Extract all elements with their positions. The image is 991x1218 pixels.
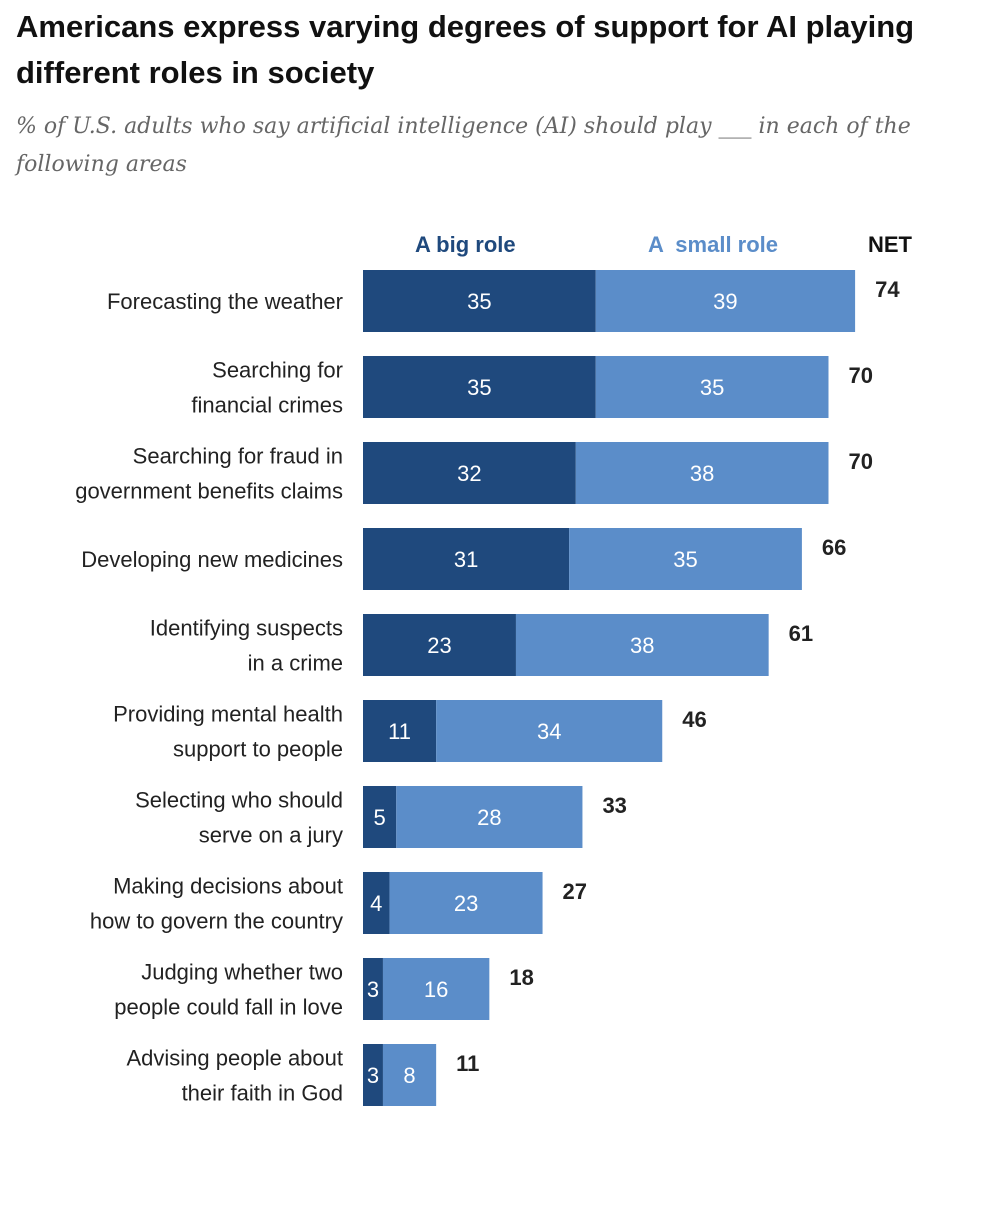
category-label: Developing new medicines: [81, 547, 343, 572]
value-label-big-role: 11: [388, 719, 411, 744]
bar-small-role: [389, 872, 543, 934]
bar-big-role: [363, 872, 390, 934]
bar-small-role: [595, 270, 856, 332]
net-value-label: 33: [602, 793, 626, 818]
bar-small-role: [569, 528, 802, 590]
net-value-label: 61: [789, 621, 813, 646]
category-label: Identifying suspects: [150, 616, 343, 641]
category-label: how to govern the country: [90, 909, 343, 934]
category-label: people could fall in love: [114, 995, 343, 1020]
legend-net: NET: [868, 232, 912, 257]
value-label-small-role: 28: [477, 805, 501, 830]
net-value-label: 66: [822, 535, 846, 560]
bar-big-role: [363, 700, 437, 762]
bar-big-role: [363, 270, 596, 332]
bar-small-role: [515, 614, 769, 676]
value-label-big-role: 23: [427, 633, 451, 658]
bar-big-role: [363, 1044, 383, 1106]
legend-big-role: A big role: [415, 232, 516, 257]
category-label: serve on a jury: [199, 823, 343, 848]
bar-small-role: [575, 442, 829, 504]
net-value-label: 11: [456, 1051, 479, 1076]
category-label: Searching for: [212, 358, 343, 383]
net-value-label: 74: [875, 277, 900, 302]
value-label-small-role: 35: [700, 375, 724, 400]
bar-small-role: [436, 700, 663, 762]
value-label-small-role: 34: [537, 719, 561, 744]
net-value-label: 70: [849, 363, 873, 388]
value-label-small-role: 16: [424, 977, 448, 1002]
net-value-label: 27: [563, 879, 587, 904]
category-label: in a crime: [248, 651, 343, 676]
category-label: Advising people about: [127, 1046, 344, 1071]
bar-small-role: [382, 1044, 437, 1106]
category-label: financial crimes: [191, 393, 343, 418]
category-label: Judging whether two: [141, 960, 343, 985]
category-label: support to people: [173, 737, 343, 762]
value-label-big-role: 35: [467, 375, 491, 400]
bar-small-role: [396, 786, 583, 848]
value-label-big-role: 5: [374, 805, 386, 830]
legend-small-role: A small role: [648, 232, 779, 257]
category-label: Providing mental health: [113, 702, 343, 727]
category-label: Searching for fraud in: [133, 444, 343, 469]
chart-subtitle: % of U.S. adults who say artificial inte…: [16, 114, 911, 177]
category-label: Selecting who should: [135, 788, 343, 813]
category-label: their faith in God: [182, 1081, 343, 1106]
value-label-small-role: 38: [630, 633, 654, 658]
category-label: Forecasting the weather: [107, 289, 343, 314]
value-label-big-role: 4: [370, 891, 382, 916]
net-value-label: 46: [682, 707, 706, 732]
bar-big-role: [363, 614, 516, 676]
category-label: Making decisions about: [113, 874, 343, 899]
bar-big-role: [363, 958, 383, 1020]
value-label-small-role: 35: [673, 547, 697, 572]
value-label-big-role: 3: [367, 1063, 379, 1088]
value-label-big-role: 3: [367, 977, 379, 1002]
net-value-label: 18: [509, 965, 533, 990]
chart-title: Americans express varying degrees of sup…: [16, 9, 915, 90]
category-label: government benefits claims: [75, 479, 343, 504]
bar-small-role: [595, 356, 829, 418]
bar-big-role: [363, 442, 576, 504]
bar-small-role: [382, 958, 490, 1020]
value-label-big-role: 31: [454, 547, 478, 572]
value-label-small-role: 23: [454, 891, 478, 916]
bar-big-role: [363, 786, 397, 848]
value-label-small-role: 39: [713, 289, 737, 314]
bar-big-role: [363, 356, 596, 418]
bar-big-role: [363, 528, 570, 590]
value-label-small-role: 8: [403, 1063, 415, 1088]
value-label-small-role: 38: [690, 461, 714, 486]
value-label-big-role: 32: [457, 461, 481, 486]
net-value-label: 70: [849, 449, 873, 474]
value-label-big-role: 35: [467, 289, 491, 314]
